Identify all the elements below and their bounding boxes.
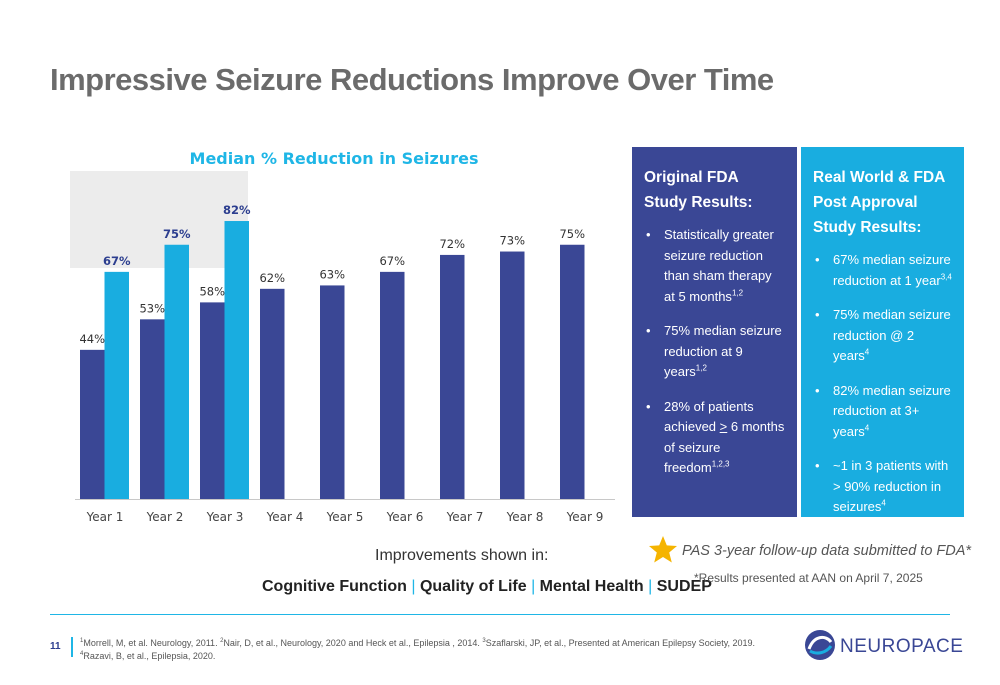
improvement-item: Cognitive Function (262, 578, 407, 595)
bar-original (80, 349, 105, 499)
citation-superscript: 1,2 (695, 363, 707, 373)
bullet-text: 28% of patients achieved (664, 398, 754, 435)
data-label: 72% (439, 237, 465, 251)
real-world-bullet-list: 67% median seizure reduction at 1 year3,… (813, 250, 952, 518)
bar-original (440, 254, 465, 499)
data-label: 67% (379, 254, 405, 268)
data-label: 67% (103, 254, 131, 268)
x-tick-label: Year 4 (266, 510, 304, 524)
footer-accent-bar (71, 637, 73, 657)
chart-title: Median % Reduction in Seizures (190, 149, 479, 168)
bar-original (560, 244, 585, 499)
data-label: 53% (139, 301, 165, 315)
x-tick-label: Year 1 (86, 510, 124, 524)
data-label: 82% (223, 203, 251, 217)
aan-note: *Results presented at AAN on April 7, 20… (694, 571, 923, 585)
fda-bullet: Statistically greater seizure reduction … (644, 225, 785, 307)
bar-original (260, 288, 285, 499)
x-tick-label: Year 7 (446, 510, 484, 524)
fda-bullet: 28% of patients achieved > 6 months of s… (644, 397, 785, 479)
bullet-text: 67% median seizure reduction at 1 year (833, 252, 951, 288)
reference-text: Nair, D, et al., Neurology, 2020 and Hec… (223, 638, 483, 648)
bar-original (140, 319, 165, 499)
separator: | (531, 578, 536, 595)
logo-text: NEUROPACE (840, 636, 964, 657)
x-tick-label: Year 2 (146, 510, 184, 524)
bullet-text: 82% median seizure reduction at 3+ years (833, 382, 951, 439)
bar-followup (164, 244, 189, 499)
bar-followup (224, 221, 249, 499)
real-world-bullet: ~1 in 3 patients with > 90% reduction in… (813, 456, 952, 518)
x-tick-label: Year 8 (506, 510, 544, 524)
pas-note: PAS 3-year follow-up data submitted to F… (682, 543, 972, 559)
bar-followup (104, 271, 129, 499)
citation-superscript: 1,2 (731, 288, 744, 298)
fda-study-panel: Original FDA Study Results: Statisticall… (632, 147, 797, 517)
reference-text: Szaflarski, JP, et al., Presented at Ame… (485, 638, 756, 648)
bullet-text: 75% median seizure reduction at 9 years (664, 323, 782, 379)
separator: | (648, 578, 653, 595)
data-label: 73% (499, 234, 525, 248)
neuropace-logo: NEUROPACE (804, 628, 963, 662)
references-footnote: 1Morrell, M, et al. Neurology, 2011. 2Na… (80, 637, 780, 663)
citation-superscript: 4 (864, 347, 870, 357)
citation-superscript: 4 (881, 498, 886, 508)
improvements-heading: Improvements shown in: (375, 547, 549, 564)
x-tick-label: Year 3 (206, 510, 244, 524)
x-tick-label: Year 6 (386, 510, 424, 524)
data-label: 63% (319, 267, 345, 281)
seizure-reduction-chart: Median % Reduction in Seizures 44% 67% Yea… (70, 149, 615, 524)
x-tick-label: Year 5 (326, 510, 364, 524)
bar-original (500, 251, 525, 499)
real-world-panel-title: Real World & FDA Post Approval Study Res… (813, 169, 945, 236)
bar-original (200, 302, 225, 499)
bullet-text: > (719, 419, 728, 434)
reference-text: Morrell, M, et al. Neurology, 2011. (83, 638, 221, 648)
citation-superscript: 3,4 (940, 272, 952, 282)
bar-original (380, 271, 405, 499)
x-tick-label: Year 9 (566, 510, 604, 524)
bullet-text: ~1 in 3 patients with > 90% reduction in… (833, 458, 949, 514)
neuropace-logo-icon (805, 630, 835, 660)
highlight-region (70, 171, 248, 268)
fda-bullet: 75% median seizure reduction at 9 years1… (644, 321, 785, 383)
reference-text: Razavi, B, et al., Epilepsia, 2020. (83, 651, 216, 661)
improvement-item: Mental Health (539, 578, 644, 595)
reference-number: 4 (80, 651, 84, 657)
star-icon (649, 536, 677, 563)
improvement-item: SUDEP (656, 578, 712, 595)
improvement-item: Quality of Life (419, 578, 527, 595)
data-label: 62% (259, 271, 285, 285)
real-world-study-panel: Real World & FDA Post Approval Study Res… (801, 147, 964, 517)
bullet-text: 6 months of seizure freedom (664, 419, 785, 475)
real-world-bullet: 75% median seizure reduction @ 2 years4 (813, 305, 952, 367)
reference-number: 3 (482, 638, 486, 644)
real-world-bullet: 67% median seizure reduction at 1 year3,… (813, 250, 952, 291)
data-label: 58% (199, 284, 225, 298)
slide-title: Impressive Seizure Reductions Improve Ov… (50, 62, 774, 97)
citation-superscript: 1,2,3 (711, 459, 730, 469)
fda-panel-title: Original FDA Study Results: (644, 169, 753, 211)
bullet-text: Statistically greater seizure reduction … (664, 227, 774, 304)
reference-number: 1 (80, 638, 84, 644)
citation-superscript: 4 (864, 423, 870, 433)
bar-original (320, 285, 345, 499)
fda-bullet-list: Statistically greater seizure reduction … (644, 225, 785, 479)
bullet-text: 75% median seizure reduction @ 2 years (833, 307, 951, 363)
data-label: 75% (163, 227, 191, 241)
divider (50, 614, 950, 615)
data-label: 44% (79, 332, 105, 346)
page-number: 11 (50, 641, 61, 652)
data-label: 75% (559, 227, 585, 241)
separator: | (411, 578, 416, 595)
reference-number: 2 (220, 638, 224, 644)
real-world-bullet: 82% median seizure reduction at 3+ years… (813, 381, 952, 443)
improvements-list: Cognitive Function | Quality of Life | M… (262, 578, 712, 596)
